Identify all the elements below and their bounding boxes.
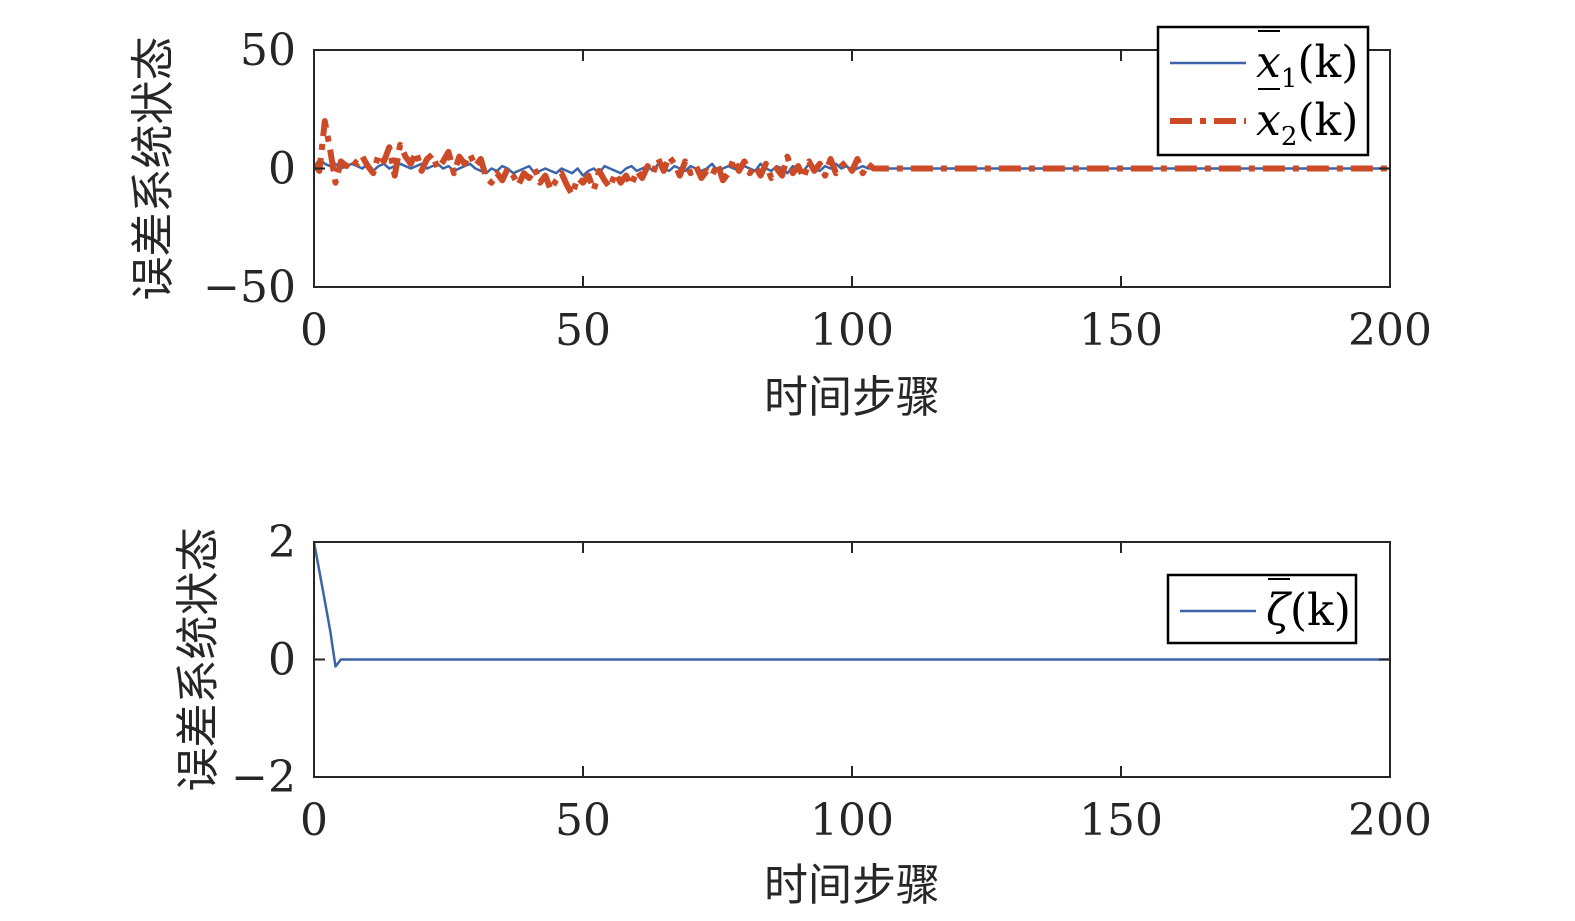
legend-box [1166,573,1358,645]
x-tick-label: 150 [1079,305,1163,356]
y-tick-label: 0 [268,635,296,686]
legend-box [1156,25,1370,157]
series-line-1 [314,157,1390,177]
legend: x1(k)x2(k) [1156,25,1370,157]
x-tick-label: 150 [1079,795,1163,846]
legend-label-main: x [1256,37,1281,88]
y-tick-label: 50 [240,25,296,76]
legend-label-argument: (k) [1297,95,1358,146]
series-line-1 [314,542,1390,668]
y-tick-label: 0 [268,144,296,195]
x-axis-label: 时间步骤 [764,860,940,911]
y-tick-label: −50 [203,262,296,313]
x-tick-label: 200 [1348,795,1432,846]
x-tick-label: 0 [300,795,328,846]
legend-label-argument: (k) [1290,585,1351,636]
x-tick-label: 0 [300,305,328,356]
y-tick-label: 2 [268,517,296,568]
y-axis-label: 误差系统状态 [128,37,179,301]
series-line-2 [314,118,1390,198]
legend-label-main: x [1256,95,1281,146]
x-tick-label: 200 [1348,305,1432,356]
x-tick-label: 100 [810,795,894,846]
x-tick-label: 50 [555,305,611,356]
x-tick-label: 50 [555,795,611,846]
legend-label-subscript: 1 [1281,64,1298,94]
legend-label-1: ζ(k) [1266,585,1351,636]
legend-label-main: ζ [1266,585,1293,636]
y-axis-label: 误差系统状态 [173,528,224,792]
legend: ζ(k) [1166,573,1358,645]
x-tick-label: 100 [810,305,894,356]
x-axis-label: 时间步骤 [764,372,940,423]
y-tick-label: −2 [231,752,296,803]
legend-label-subscript: 2 [1281,122,1298,152]
legend-label-1: x1(k) [1256,37,1358,94]
legend-label-argument: (k) [1297,37,1358,88]
legend-label-2: x2(k) [1256,95,1358,152]
